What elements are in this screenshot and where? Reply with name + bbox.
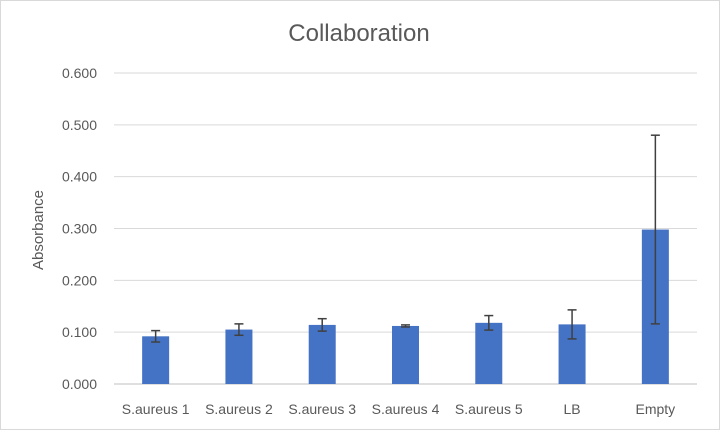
error-bars — [151, 134, 660, 343]
x-tick-label: LB — [564, 401, 581, 417]
x-tick-label: S.aureus 5 — [455, 401, 523, 417]
error-bar — [234, 323, 244, 337]
y-tick-label: 0.400 — [62, 169, 97, 185]
chart-title: Collaboration — [288, 20, 429, 47]
x-tick-label: S.aureus 4 — [372, 401, 440, 417]
y-tick-label: 0.300 — [62, 221, 97, 237]
y-tick-label: 0.600 — [62, 65, 97, 81]
bars — [142, 229, 669, 384]
y-tick-label: 0.000 — [62, 376, 97, 392]
error-bar — [151, 329, 161, 343]
y-tick-label: 0.100 — [62, 324, 97, 340]
x-tick-label: S.aureus 1 — [122, 401, 190, 417]
y-axis-ticks: 0.000 0.100 0.200 0.300 0.400 0.500 0.600 — [62, 65, 97, 392]
error-bar — [317, 317, 327, 332]
y-axis-title: Absorbance — [30, 190, 47, 270]
y-tick-label: 0.200 — [62, 272, 97, 288]
error-bar — [567, 309, 577, 340]
error-bar — [650, 134, 660, 325]
x-tick-label: S.aureus 2 — [205, 401, 273, 417]
y-tick-label: 0.500 — [62, 117, 97, 133]
bar-s-aureus-5 — [475, 322, 503, 384]
bar-s-aureus-4 — [392, 325, 419, 384]
error-bar — [484, 314, 494, 331]
bar-s-aureus-1 — [142, 336, 170, 384]
gridlines — [114, 72, 697, 385]
bar-s-aureus-3 — [308, 324, 336, 384]
bar-s-aureus-2 — [225, 329, 253, 384]
x-axis-ticks: S.aureus 1 S.aureus 2 S.aureus 3 S.aureus 4… — [122, 401, 675, 417]
x-tick-label: S.aureus 3 — [288, 401, 356, 417]
x-tick-label: Empty — [636, 401, 676, 417]
error-bar — [401, 324, 410, 328]
